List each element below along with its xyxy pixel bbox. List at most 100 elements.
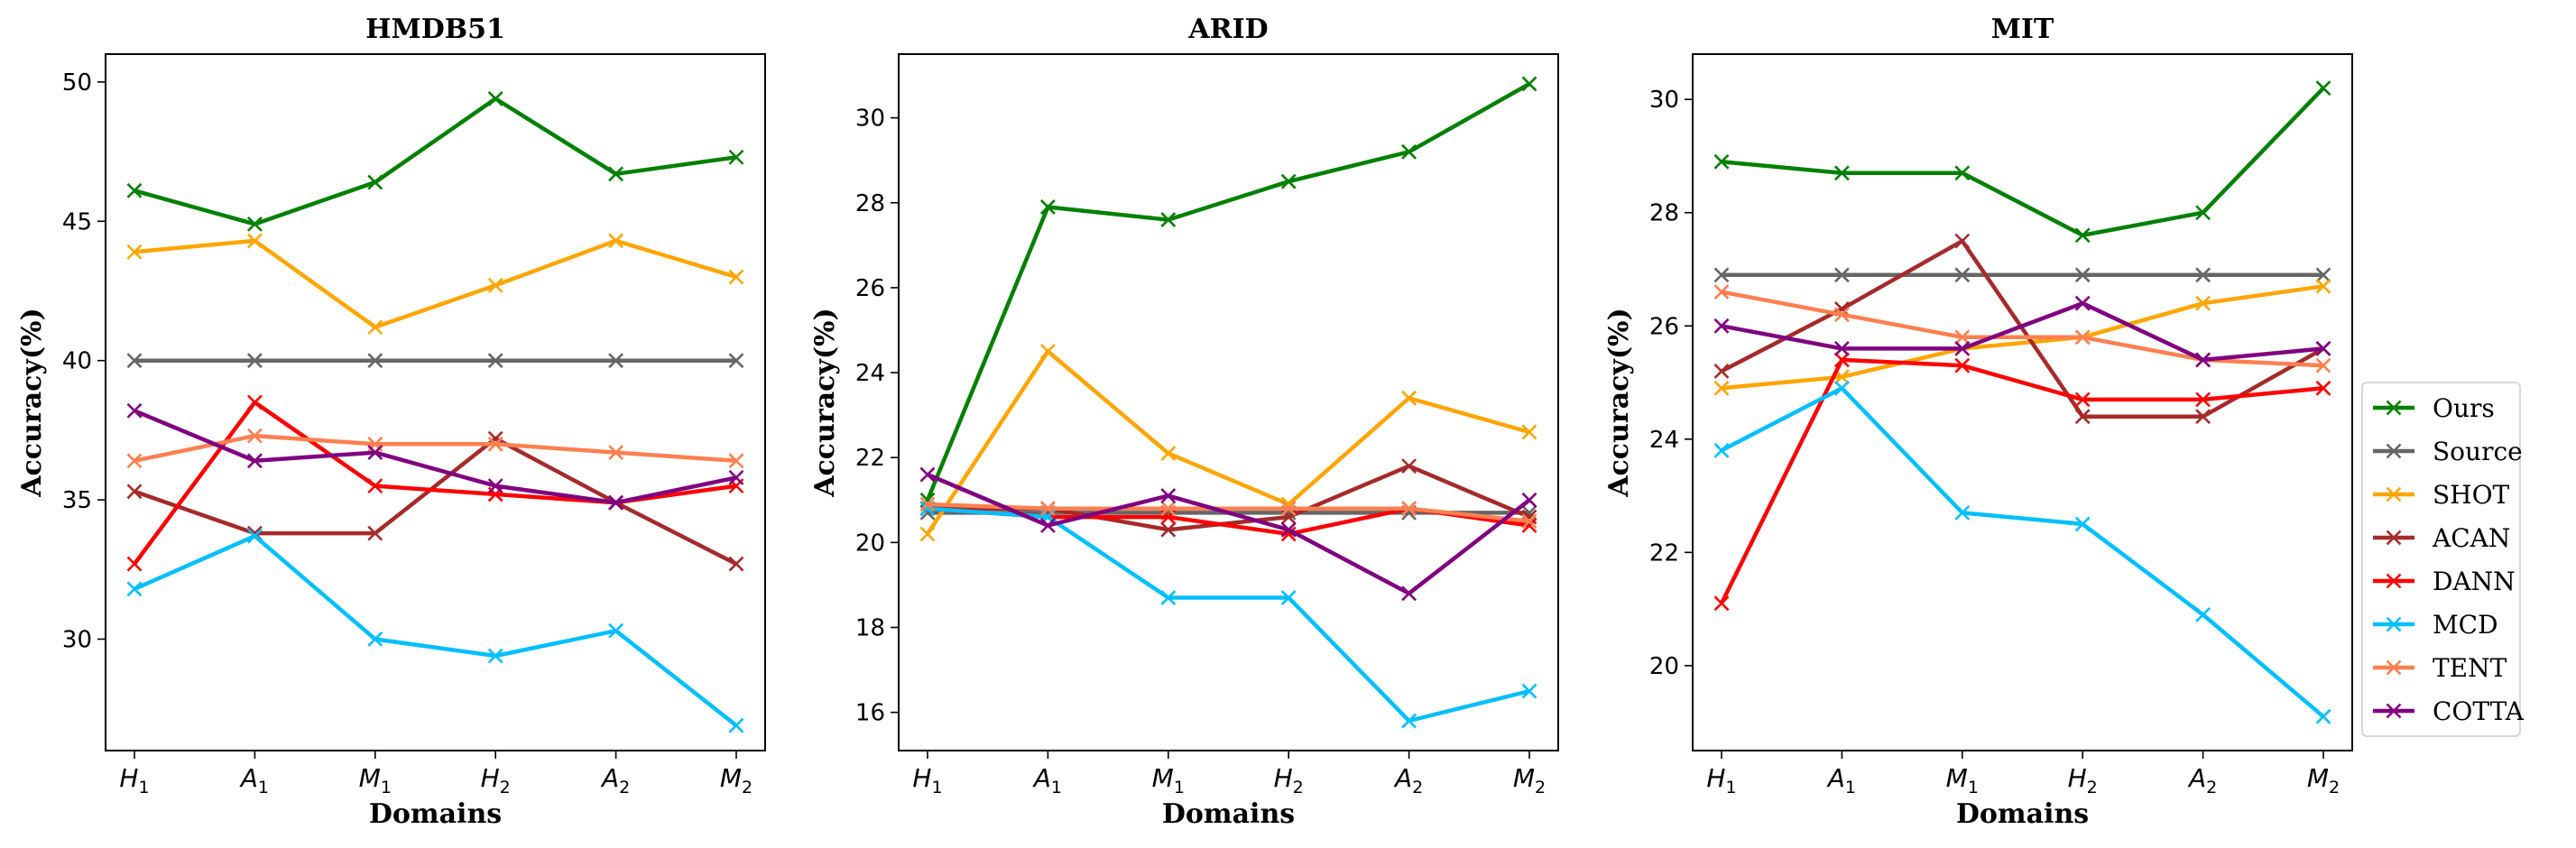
data-point-cotta [2195, 352, 2211, 368]
data-point-tent [1401, 501, 1417, 517]
data-point-acan [728, 556, 744, 572]
data-point-source [2195, 267, 2211, 283]
legend-item-source: Source [2373, 437, 2523, 466]
plot-frame [105, 53, 766, 751]
data-point-shot [1039, 344, 1056, 359]
series-mcd [126, 528, 744, 733]
data-point-ours [728, 149, 744, 165]
data-point-mcd [126, 581, 143, 597]
data-point-cotta [1280, 521, 1297, 538]
y-axis-label: Accuracy(%) [1603, 308, 1635, 497]
legend-label: Ours [2433, 393, 2495, 423]
data-point-ours [1280, 173, 1297, 189]
series-source [1713, 267, 2331, 283]
series-line-tent [1721, 290, 2324, 368]
data-point-mcd [2315, 708, 2331, 724]
x-tick-label: A1 [1826, 763, 1856, 797]
y-tick-label: 26 [1649, 313, 1679, 340]
x-tick-label: M1 [359, 763, 392, 797]
data-point-source [487, 353, 503, 369]
y-tick-label: 50 [62, 69, 92, 97]
legend-item-dann: DANN [2373, 567, 2516, 596]
data-point-ours [487, 90, 503, 106]
legend-item-cotta: COTTA [2373, 696, 2525, 726]
legend-label: MCD [2433, 610, 2498, 640]
data-point-ours [1713, 153, 1730, 170]
data-point-acan [126, 484, 143, 500]
data-point-source [1833, 267, 1850, 283]
data-point-acan [367, 525, 383, 541]
series-source [126, 353, 744, 369]
data-point-mcd [1833, 380, 1850, 396]
y-tick-label: 22 [1649, 539, 1679, 567]
y-tick-label: 18 [855, 614, 885, 641]
legend-label: DANN [2433, 567, 2516, 596]
x-tick-base: H [912, 763, 931, 793]
legend-label: ACAN [2432, 523, 2510, 553]
data-point-tent [1954, 329, 1971, 346]
data-point-cotta [126, 402, 143, 419]
data-point-dann [1713, 595, 1730, 612]
y-tick-label: 45 [62, 208, 92, 235]
y-tick-label: 28 [1649, 200, 1679, 227]
data-point-dann [2074, 392, 2091, 408]
x-tick-base: M [720, 763, 742, 793]
y-tick-label: 22 [855, 445, 885, 472]
series-line-dann [133, 400, 737, 566]
data-point-acan [2074, 409, 2091, 425]
y-tick-label: 35 [62, 487, 92, 514]
x-tick-subscript: 1 [1725, 778, 1736, 797]
y-axis-label: Accuracy(%) [809, 308, 841, 497]
series-line-acan [928, 464, 1530, 532]
x-tick-label: M1 [1152, 763, 1185, 797]
data-point-mcd [1160, 590, 1177, 605]
x-tick-base: H [2068, 763, 2087, 793]
x-tick-base: M [359, 763, 381, 793]
data-point-dann [1833, 352, 1850, 368]
x-tick-label: M2 [2307, 763, 2340, 797]
x-tick-label: H2 [481, 763, 511, 797]
data-point-source [126, 353, 143, 369]
data-point-shot [608, 233, 624, 249]
data-point-cotta [1401, 585, 1417, 602]
series-line-acan [1720, 238, 2325, 419]
data-point-shot [728, 269, 744, 285]
data-point-shot [126, 244, 143, 260]
data-point-cotta [1521, 492, 1537, 508]
data-point-dann [2315, 380, 2331, 396]
data-point-source [367, 353, 383, 369]
data-point-mcd [728, 717, 744, 733]
series-dann [1713, 352, 2331, 612]
x-tick-subscript: 2 [500, 778, 511, 797]
data-point-tent [1039, 501, 1056, 517]
series-line-mcd [1720, 386, 2325, 719]
data-point-ours [1521, 76, 1537, 92]
series-cotta [1713, 295, 2331, 368]
y-tick-label: 30 [855, 106, 885, 133]
data-point-tent [487, 436, 503, 452]
x-tick-subscript: 1 [381, 778, 392, 797]
data-point-mcd [1954, 504, 1971, 521]
x-tick-label: M1 [1946, 763, 1979, 797]
legend-label: SHOT [2433, 480, 2510, 510]
x-tick-label: H1 [1706, 763, 1736, 797]
y-tick-label: 28 [855, 190, 885, 217]
data-point-mcd [1521, 683, 1537, 699]
x-tick-label: A2 [2187, 763, 2217, 797]
x-tick-base: M [1946, 763, 1968, 793]
series-ours [919, 76, 1537, 508]
data-point-tent [2315, 357, 2331, 373]
chart-title: ARID [1187, 14, 1268, 45]
y-tick-label: 20 [1649, 653, 1679, 680]
x-tick-label: H1 [912, 763, 942, 797]
series-line-dann [1719, 357, 2324, 604]
data-point-acan [1160, 521, 1177, 538]
legend-box [2361, 382, 2521, 737]
data-point-cotta [728, 469, 744, 485]
legend-item-acan: ACAN [2373, 523, 2510, 553]
x-tick-subscript: 2 [2206, 778, 2217, 797]
data-point-cotta [2315, 340, 2331, 356]
series-line-mcd [927, 506, 1530, 724]
